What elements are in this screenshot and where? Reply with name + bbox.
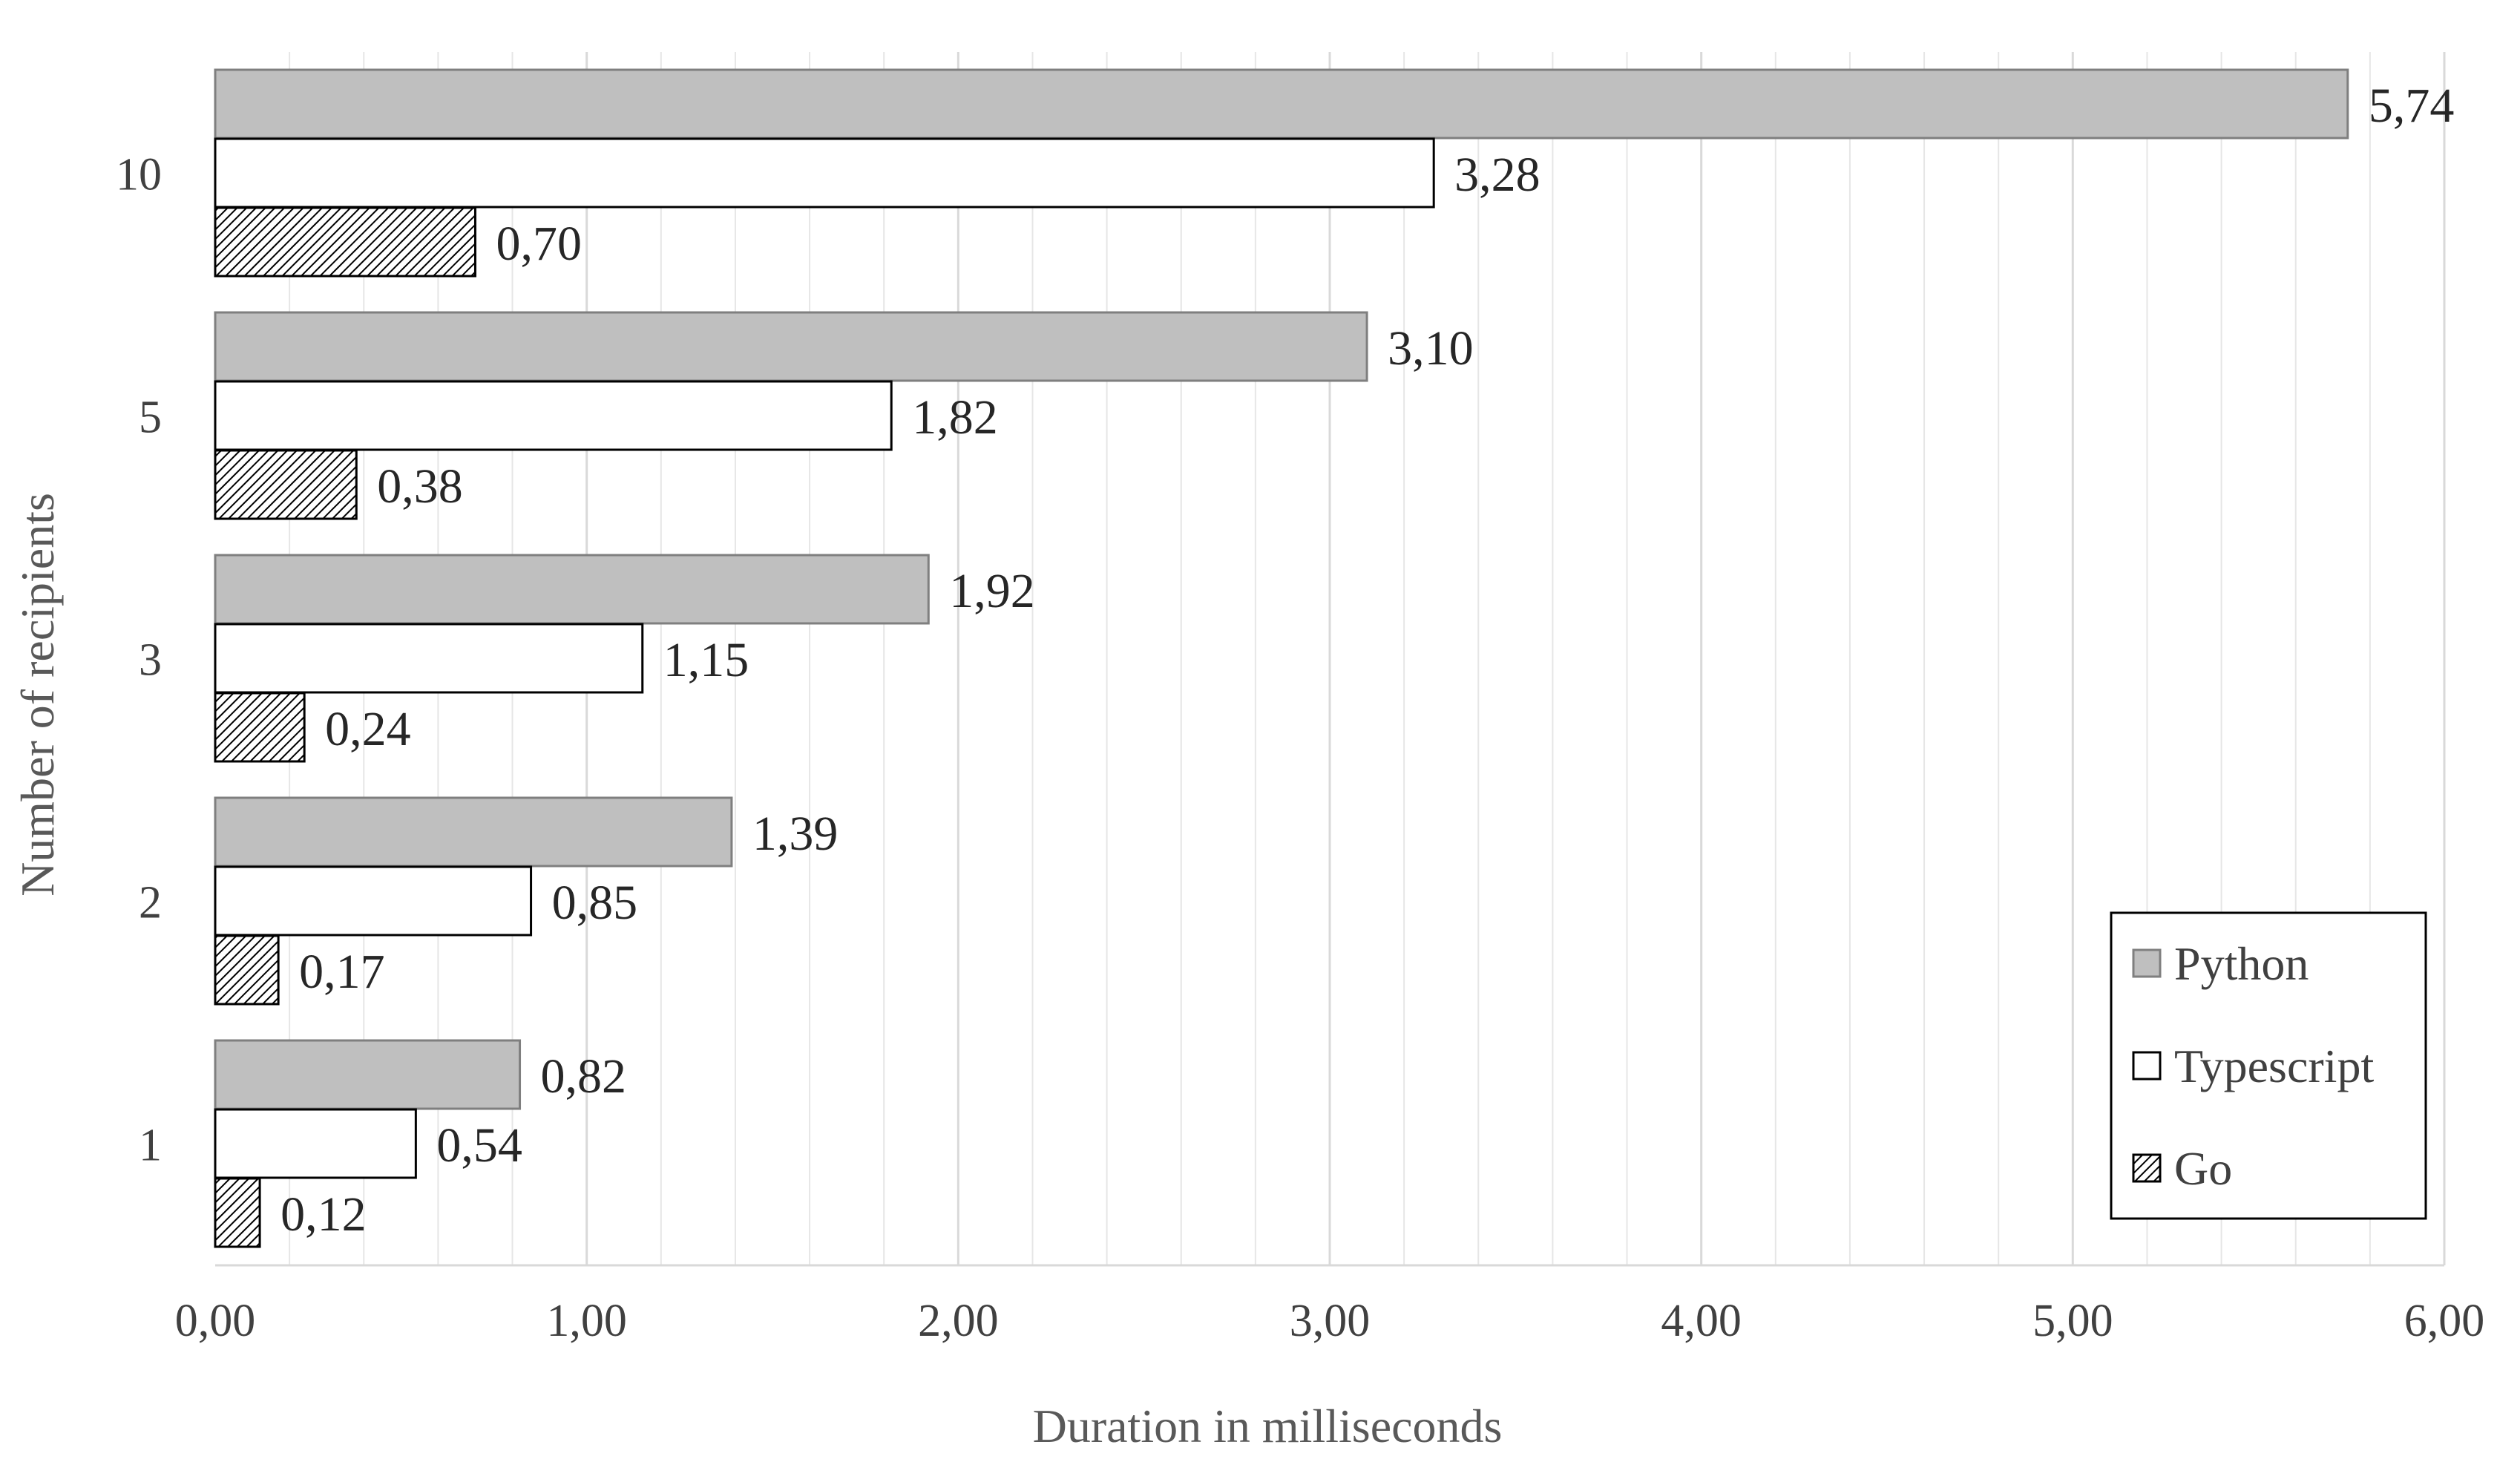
data-label-python-10: 5,74 — [2369, 79, 2455, 133]
data-label-typescript-1: 0,54 — [436, 1118, 522, 1173]
bar-python-3 — [214, 554, 930, 625]
category-label-3: 3 — [139, 635, 162, 686]
category-label-1: 1 — [139, 1121, 162, 1171]
bar-python-10 — [214, 68, 2349, 140]
bar-go-5 — [214, 449, 358, 520]
data-label-python-1: 0,82 — [541, 1049, 627, 1104]
data-labels: 5,74 3,28 0,70 3,10 1,82 0,38 1,92 1,15 0,24 1,39… — [280, 79, 2454, 1242]
x-tick-label: 6,00 — [2404, 1296, 2485, 1346]
legend-label-typescript: Typescript — [2174, 1040, 2374, 1092]
data-label-typescript-2: 0,85 — [552, 876, 638, 930]
data-label-go-10: 0,70 — [496, 217, 582, 271]
data-label-typescript-5: 1,82 — [912, 390, 998, 445]
bar-python-2 — [214, 796, 733, 868]
bar-python-1 — [214, 1039, 522, 1110]
legend-swatch-typescript — [2132, 1051, 2162, 1081]
bar-typescript-3 — [214, 623, 644, 694]
legend: Python Typescript Go — [2110, 911, 2427, 1220]
x-axis-title: Duration in milliseconds — [1033, 1400, 1503, 1452]
data-label-typescript-3: 1,15 — [663, 633, 749, 687]
legend-label-go: Go — [2174, 1142, 2232, 1195]
category-label-5: 5 — [139, 393, 162, 443]
data-label-python-5: 3,10 — [1388, 321, 1474, 376]
data-label-go-3: 0,24 — [325, 702, 411, 756]
bar-python-5 — [214, 311, 1368, 382]
axes: 10 5 3 2 1 0,00 1,00 2,00 3,00 4,00 5,00 6,00 — [116, 150, 2484, 1347]
data-label-go-2: 0,17 — [299, 945, 385, 999]
legend-box — [2110, 911, 2427, 1220]
x-tick-label: 2,00 — [918, 1296, 999, 1346]
x-tick-label: 0,00 — [175, 1296, 256, 1346]
bar-go-3 — [214, 692, 306, 763]
bars — [214, 68, 2349, 1248]
legend-swatch-python — [2132, 948, 2162, 978]
bar-typescript-2 — [214, 865, 533, 937]
y-axis-title: Number of recipients — [11, 493, 64, 896]
bar-typescript-10 — [214, 137, 1435, 209]
data-label-python-3: 1,92 — [949, 564, 1035, 618]
bar-typescript-5 — [214, 380, 893, 451]
data-label-typescript-10: 3,28 — [1454, 148, 1540, 202]
x-tick-label: 3,00 — [1290, 1296, 1371, 1346]
category-label-2: 2 — [139, 878, 162, 928]
data-label-go-1: 0,12 — [280, 1187, 367, 1242]
category-label-10: 10 — [116, 150, 162, 200]
bar-go-2 — [214, 934, 280, 1006]
bar-go-10 — [214, 206, 476, 278]
x-tick-label: 1,00 — [546, 1296, 627, 1346]
legend-label-python: Python — [2174, 937, 2309, 990]
data-label-go-5: 0,38 — [377, 459, 462, 514]
legend-swatch-go — [2132, 1153, 2162, 1183]
bar-typescript-1 — [214, 1108, 417, 1179]
bar-go-1 — [214, 1177, 261, 1248]
x-tick-label: 4,00 — [1661, 1296, 1742, 1346]
x-tick-label: 5,00 — [2032, 1296, 2113, 1346]
data-label-python-2: 1,39 — [752, 807, 839, 861]
